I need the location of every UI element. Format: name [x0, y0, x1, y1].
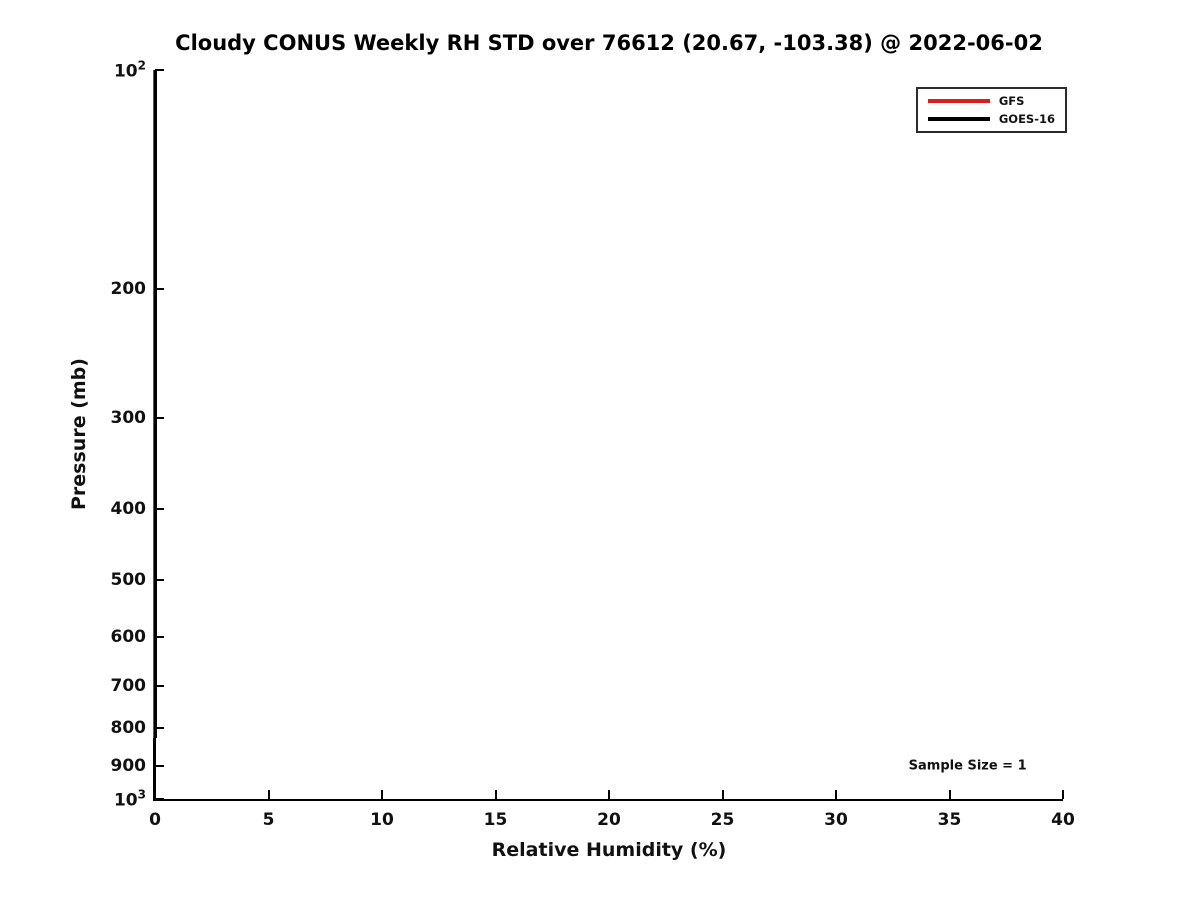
series-line-goes-16 — [154, 70, 157, 739]
chart-title: Cloudy CONUS Weekly RH STD over 76612 (2… — [175, 31, 1043, 55]
x-axis-tick — [494, 790, 497, 799]
x-axis-tick-label: 10 — [370, 810, 394, 830]
x-axis-tick-label: 0 — [149, 810, 161, 830]
gfs-line-swatch — [927, 99, 990, 103]
y-axis-tick — [155, 727, 164, 730]
plot-area: GFS GOES-16 0 5 10 15 20 25 30 35 40 102 200 300 400… — [111, 59, 1075, 830]
x-axis-tick — [721, 790, 724, 799]
y-axis-tick-label: 103 — [113, 787, 146, 811]
y-axis-tick — [155, 764, 164, 767]
x-axis-tick — [608, 790, 610, 799]
x-axis-spine — [153, 798, 1063, 801]
x-axis-tick-label: 15 — [483, 810, 508, 830]
y-axis-tick — [155, 507, 164, 510]
y-axis-tick-label: 200 — [110, 279, 147, 300]
x-axis-tick — [948, 790, 951, 799]
y-axis-tick-label: 600 — [110, 627, 147, 648]
y-axis-tick-label: 900 — [110, 755, 147, 776]
x-axis-tick — [835, 790, 837, 799]
legend: GFS GOES-16 — [915, 87, 1067, 133]
y-axis-tick — [155, 69, 164, 71]
y-axis-tick-label: 500 — [110, 569, 147, 590]
y-axis-tick — [155, 578, 164, 581]
y-axis-tick-label: 700 — [110, 676, 147, 697]
legend-label-gfs: GFS — [998, 94, 1025, 108]
x-axis-label: Relative Humidity (%) — [491, 839, 727, 861]
x-axis-tick — [154, 790, 156, 799]
y-axis-tick-label: 300 — [110, 407, 147, 428]
x-axis-tick — [1062, 790, 1064, 799]
y-axis-tick — [155, 685, 164, 688]
y-axis-label: Pressure (mb) — [68, 358, 90, 511]
sample-size-annotation: Sample Size = 1 — [908, 758, 1027, 774]
x-axis-tick — [381, 790, 383, 799]
legend-label-goes16: GOES-16 — [998, 112, 1055, 126]
y-axis-tick — [155, 798, 164, 800]
exponent: 3 — [137, 787, 146, 802]
legend-entry-gfs: GFS — [927, 94, 1055, 108]
x-axis-tick — [267, 790, 270, 799]
x-axis-tick-label: 35 — [937, 810, 962, 830]
y-axis-tick-label: 800 — [110, 718, 147, 739]
x-axis-tick-label: 20 — [597, 810, 621, 830]
exponent: 2 — [137, 58, 146, 73]
x-axis-tick-label: 40 — [1051, 810, 1075, 830]
x-axis-tick-label: 5 — [262, 810, 275, 830]
y-axis-tick — [155, 636, 164, 639]
y-axis-tick — [155, 288, 164, 291]
legend-entry-goes16: GOES-16 — [927, 112, 1055, 126]
y-axis-tick-label: 400 — [110, 498, 147, 519]
y-axis-tick-label: 102 — [113, 58, 146, 82]
x-axis-tick-label: 30 — [824, 810, 848, 830]
goes16-line-swatch — [927, 117, 990, 121]
y-axis-tick — [155, 416, 164, 419]
x-axis-tick-label: 25 — [710, 810, 735, 830]
